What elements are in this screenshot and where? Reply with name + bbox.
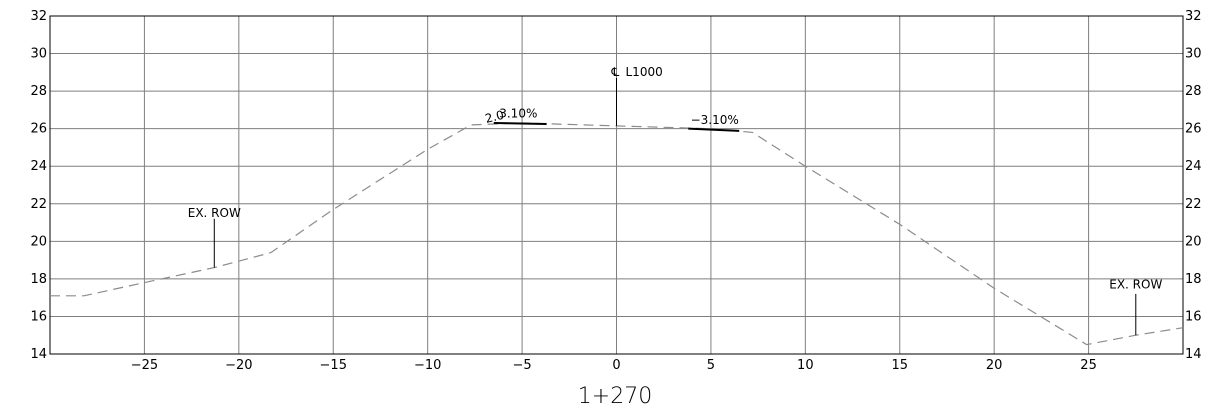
x-tick-label: 0 (612, 358, 620, 373)
pavement-segment (688, 127, 740, 132)
y-tick-label-left: 18 (30, 272, 47, 287)
y-tick-label-right: 14 (1185, 347, 1202, 362)
pavement-segment (493, 122, 547, 125)
y-tick-label-right: 32 (1185, 9, 1202, 24)
slope-left-label: 3.10% (499, 106, 537, 120)
y-tick-label-right: 16 (1185, 309, 1202, 324)
y-tick-label-right: 28 (1185, 84, 1202, 99)
y-tick-label-left: 22 (30, 197, 47, 212)
centerline-label: L1000 (626, 65, 663, 79)
plot-frame (49, 15, 1184, 355)
station-label: 1+270 (578, 384, 652, 409)
y-tick-label-left: 32 (30, 9, 47, 24)
x-tick-label: −10 (414, 358, 441, 373)
y-tick-label-left: 14 (30, 347, 47, 362)
slope-right-label: −3.10% (691, 113, 739, 127)
y-tick-label-right: 26 (1185, 122, 1202, 137)
centerline-symbol: ℄ (611, 65, 620, 79)
x-tick-label: −15 (320, 358, 347, 373)
y-tick-label-right: 22 (1185, 197, 1202, 212)
y-tick-label-left: 16 (30, 309, 47, 324)
y-tick-label-left: 20 (30, 234, 47, 249)
x-tick-label: −25 (131, 358, 158, 373)
axis-ticks: −25 −20 −15 −10 −5 0 5 10 15 20 25 14 14 16 16 18 18 20 20… (30, 9, 1201, 373)
y-tick-label-right: 20 (1185, 234, 1202, 249)
grid (49, 15, 1184, 355)
x-tick-label: 10 (797, 358, 814, 373)
y-tick-label-right: 30 (1185, 47, 1202, 62)
y-tick-label-left: 24 (30, 159, 47, 174)
annotations: ℄ L1000 EX. ROW EX. ROW 2.03.10% −3.10% (188, 65, 1162, 336)
x-tick-label: −20 (225, 358, 252, 373)
x-tick-label: 20 (986, 358, 1003, 373)
row-left-label: EX. ROW (188, 206, 241, 220)
y-tick-label-left: 30 (30, 47, 47, 62)
x-tick-label: −5 (512, 358, 531, 373)
row-right-label: EX. ROW (1109, 277, 1162, 291)
y-tick-label-right: 24 (1185, 159, 1202, 174)
x-tick-label: 15 (891, 358, 908, 373)
x-tick-label: 25 (1080, 358, 1097, 373)
y-tick-label-left: 28 (30, 84, 47, 99)
x-tick-label: 5 (707, 358, 715, 373)
slope-left-overlap-label: 2.0 (484, 108, 506, 126)
ground-profile (50, 122, 1184, 346)
y-tick-label-left: 26 (30, 122, 47, 137)
y-tick-label-right: 18 (1185, 272, 1202, 287)
ground-profile-line (50, 122, 1184, 346)
